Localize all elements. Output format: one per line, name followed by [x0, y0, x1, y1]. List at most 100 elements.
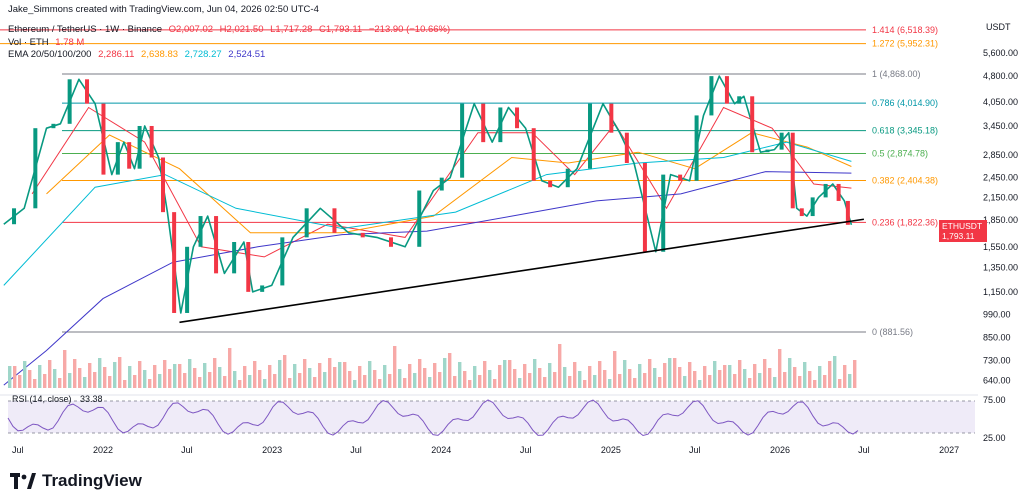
x-tick-label: Jul [181, 445, 193, 455]
y-tick-label: 2,150.00 [983, 192, 1018, 202]
volume-bar [728, 365, 732, 388]
y-tick-label: 1,350.00 [983, 263, 1018, 273]
volume-bar [163, 360, 167, 388]
volume-bar [698, 380, 702, 388]
volume-bar [558, 344, 562, 388]
y-tick-label: 990.00 [983, 309, 1011, 319]
volume-bar [693, 371, 697, 388]
volume-bar [673, 358, 677, 388]
volume-bar [338, 362, 342, 388]
volume-bar [838, 379, 842, 388]
volume-bar [288, 378, 292, 388]
rsi-tick-label: 25.00 [983, 433, 1006, 443]
volume-bar [48, 360, 52, 388]
ema-100-value: 2,728.27 [184, 49, 222, 60]
candle [332, 208, 337, 233]
ema-200-line [3, 171, 852, 386]
volume-bar [383, 365, 387, 388]
x-tick-label: 2027 [939, 445, 959, 455]
volume-bar [503, 360, 507, 388]
fib-level-label: 1.272 (5,952.31) [872, 39, 938, 49]
volume-label: Vol · ETH [8, 37, 49, 48]
candle [51, 123, 56, 129]
volume-bar [788, 358, 792, 388]
ema-line[interactable]: EMA 20/50/100/200 2,286.11 2,638.83 2,72… [8, 49, 269, 61]
volume-bar [378, 379, 382, 388]
volume-bar [398, 369, 402, 388]
volume-bar [143, 370, 147, 388]
volume-bar [453, 376, 457, 388]
volume-bar [68, 373, 72, 388]
candle [836, 183, 841, 201]
x-tick-label: 2022 [93, 445, 113, 455]
candle [417, 190, 422, 247]
volume-bar [773, 377, 777, 388]
volume-bar [783, 372, 787, 388]
fib-level-label: 0.236 (1,822.36) [872, 217, 938, 227]
fib-level-label: 1 (4,868.00) [872, 69, 921, 79]
x-tick-label: Jul [520, 445, 532, 455]
volume-bar [633, 378, 637, 388]
volume-bar [553, 372, 557, 388]
volume-bar [538, 368, 542, 388]
ohlc-low: L1,717.28 [270, 24, 313, 35]
fib-level-label: 0.786 (4,014.90) [872, 98, 938, 108]
volume-bar [798, 376, 802, 388]
y-tick-label: 5,600.00 [983, 48, 1018, 58]
candle [709, 76, 714, 116]
volume-bar [703, 366, 707, 388]
volume-bar [223, 376, 227, 388]
volume-bar [608, 379, 612, 388]
fib-level-label: 0.382 (2,404.38) [872, 176, 938, 186]
volume-bar [458, 362, 462, 388]
volume-line[interactable]: Vol · ETH 1.78 M [8, 37, 88, 49]
candle [661, 174, 666, 252]
ohlc-change: −213.90 (−10.66%) [368, 24, 451, 35]
volume-bar [683, 376, 687, 388]
candle [565, 168, 570, 188]
candle [624, 132, 629, 163]
fib-level-label: 0.618 (3,345.18) [872, 126, 938, 136]
volume-bar [213, 358, 217, 388]
y-tick-label: 640.00 [983, 375, 1011, 385]
y-tick-label: 4,050.00 [983, 97, 1018, 107]
volume-bar [393, 346, 397, 388]
candle [149, 125, 154, 158]
volume-bar [268, 365, 272, 388]
volume-bar [308, 368, 312, 388]
volume-bar [13, 366, 17, 388]
candle [115, 142, 120, 175]
volume-bar [443, 358, 447, 388]
volume-bar [813, 380, 817, 388]
volume-bar [108, 376, 112, 388]
volume-bar [18, 375, 22, 388]
volume-bar [793, 367, 797, 388]
volume-bar [198, 377, 202, 388]
volume-bar [83, 377, 87, 388]
volume-bar [448, 353, 452, 388]
volume-bar [428, 377, 432, 388]
volume-bar [768, 368, 772, 388]
volume-bar [528, 373, 532, 388]
x-tick-label: Jul [858, 445, 870, 455]
volume-bar [373, 370, 377, 388]
x-tick-label: 2026 [770, 445, 790, 455]
candle [360, 232, 365, 238]
volume-bar [168, 369, 172, 388]
candle [609, 103, 614, 133]
volume-bar [643, 373, 647, 388]
volume-bar [128, 366, 132, 388]
volume-bar [43, 374, 47, 388]
tradingview-brand[interactable]: TradingView [10, 471, 142, 491]
volume-bar [8, 366, 12, 388]
volume-bar [253, 361, 257, 388]
volume-bar [518, 378, 522, 388]
y-tick-label: 730.00 [983, 355, 1011, 365]
volume-bar [658, 377, 662, 388]
volume-bar [273, 374, 277, 388]
price-tag-price: 1,793.11 [942, 231, 975, 241]
x-tick-label: Jul [12, 445, 24, 455]
ema-20-value: 2,286.11 [98, 49, 135, 60]
volume-bar [323, 372, 327, 388]
